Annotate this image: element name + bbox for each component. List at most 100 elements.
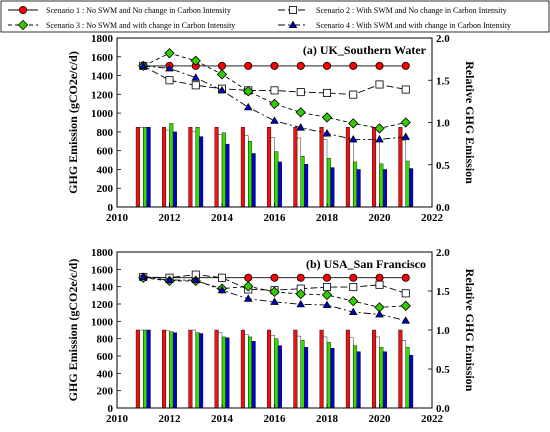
bar-s2-2011 [139,126,144,208]
bar-s4-2017 [304,164,309,208]
bar-s3-2013 [195,126,200,208]
bar-s3-2017 [300,340,305,409]
point-s3-2018 [321,289,333,301]
point-s3-2016 [269,286,280,297]
point-s2-2020 [375,280,384,289]
point-s3-2014 [216,69,228,80]
bar-s1-2018 [319,329,324,409]
y-tick-label: 1400 [91,282,114,294]
bar-s2-2014 [218,134,223,208]
bar-s3-2014 [221,336,226,409]
bar-s1-2018 [319,126,324,208]
bar-s4-2012 [172,131,177,208]
bar-s2-2021 [401,340,406,409]
point-s4-2020 [375,135,384,143]
point-s1-2018 [322,273,331,282]
bar-s2-2011 [139,329,144,409]
point-s3-2013 [190,55,201,66]
point-s2-2013 [191,81,200,90]
y-axis-label: GHG Emission (gCO2e/c/d) [66,259,80,402]
y-tick-label: 1800 [91,33,114,45]
bar-s1-2017 [293,126,298,208]
point-s1-2018 [322,61,331,70]
legend-marker-3 [17,19,29,31]
bar-s1-2011 [135,329,140,409]
bar-s4-2015 [251,153,256,208]
point-s3-2012 [164,48,175,59]
panel-title: (a) UK_Southern Water [303,43,427,57]
bar-s4-2016 [277,345,282,409]
point-s2-2021 [401,289,410,298]
point-s4-2012 [165,275,174,284]
x-tick-label: 2014 [211,413,234,425]
y2-tick-label: 2.0 [436,33,450,45]
y-tick-label: 1600 [91,52,114,64]
bar-s3-2018 [326,341,331,409]
point-s4-2021 [401,316,411,324]
point-s3-2015 [243,86,254,97]
point-s1-2015 [244,273,253,282]
bar-s2-2018 [323,336,328,409]
bar-s1-2012 [162,126,167,208]
point-s2-2018 [322,88,331,97]
y-tick-label: 0 [108,202,114,214]
bar-s4-2014 [225,337,230,409]
bar-s1-2014 [214,329,219,409]
point-s2-2018 [322,283,331,292]
point-s2-2019 [349,283,358,292]
point-s1-2021 [401,273,410,282]
bar-s1-2021 [398,329,403,409]
y2-tick-label: 0.5 [436,160,450,172]
bar-s2-2018 [323,139,328,208]
legend-label-2: Scenario 2 : With SWM and No change in C… [316,6,507,15]
bar-s3-2011 [143,126,148,208]
point-s2-2012 [165,76,174,85]
x-tick-label: 2018 [316,413,339,425]
bar-s2-2013 [191,131,196,208]
y-tick-label: 1400 [91,71,114,83]
point-s4-2013 [191,73,201,81]
point-s3-2015 [243,281,254,292]
bar-s3-2013 [195,332,200,409]
bar-s3-2014 [221,132,226,208]
bar-s2-2020 [375,140,380,208]
point-s3-2017 [295,288,306,300]
bar-s1-2021 [398,126,403,208]
bar-s2-2012 [165,129,170,208]
y2-tick-label: 1.0 [436,118,450,130]
point-s3-2019 [348,118,359,129]
x-tick-label: 2016 [264,413,287,425]
point-s3-2021 [400,117,411,128]
point-s4-2018 [322,300,332,309]
x-tick-label: 2022 [421,413,444,425]
legend-label-3: Scenario 3 : No SWM and with change in C… [46,21,235,30]
y2-axis-label: Relative GHG Emission [463,269,477,392]
bar-s3-2019 [353,345,358,409]
bar-s3-2016 [274,151,279,208]
legend: Scenario 1 : No SWM and No change in Car… [0,0,550,33]
chart-panel-1: 0 200 400 600 800 1000 1200 1400 1600 1800 0.0 0.5 1… [66,33,477,224]
bar-s4-2014 [225,143,230,208]
bar-s4-2020 [382,351,387,409]
y2-tick-label: 1.5 [436,286,450,298]
bar-s3-2019 [353,161,358,208]
y-tick-label: 200 [97,386,114,398]
point-s4-2017 [296,299,306,308]
point-s2-2021 [401,85,410,94]
bar-s4-2021 [409,168,414,208]
bar-s2-2012 [165,330,170,409]
y2-tick-label: 0.0 [436,403,450,415]
bar-s4-2018 [330,348,335,409]
bar-s2-2015 [244,334,249,409]
bar-s3-2021 [405,347,410,409]
y2-tick-label: 0.0 [436,202,450,214]
point-s4-2018 [322,129,332,137]
point-s1-2019 [349,61,358,70]
bar-s1-2016 [267,126,272,208]
point-s2-2016 [270,86,279,95]
bar-s2-2019 [349,139,354,208]
legend-label-1: Scenario 1 : No SWM and No change in Car… [46,6,231,15]
bar-s2-2019 [349,337,354,409]
y-tick-label: 1800 [91,247,114,259]
